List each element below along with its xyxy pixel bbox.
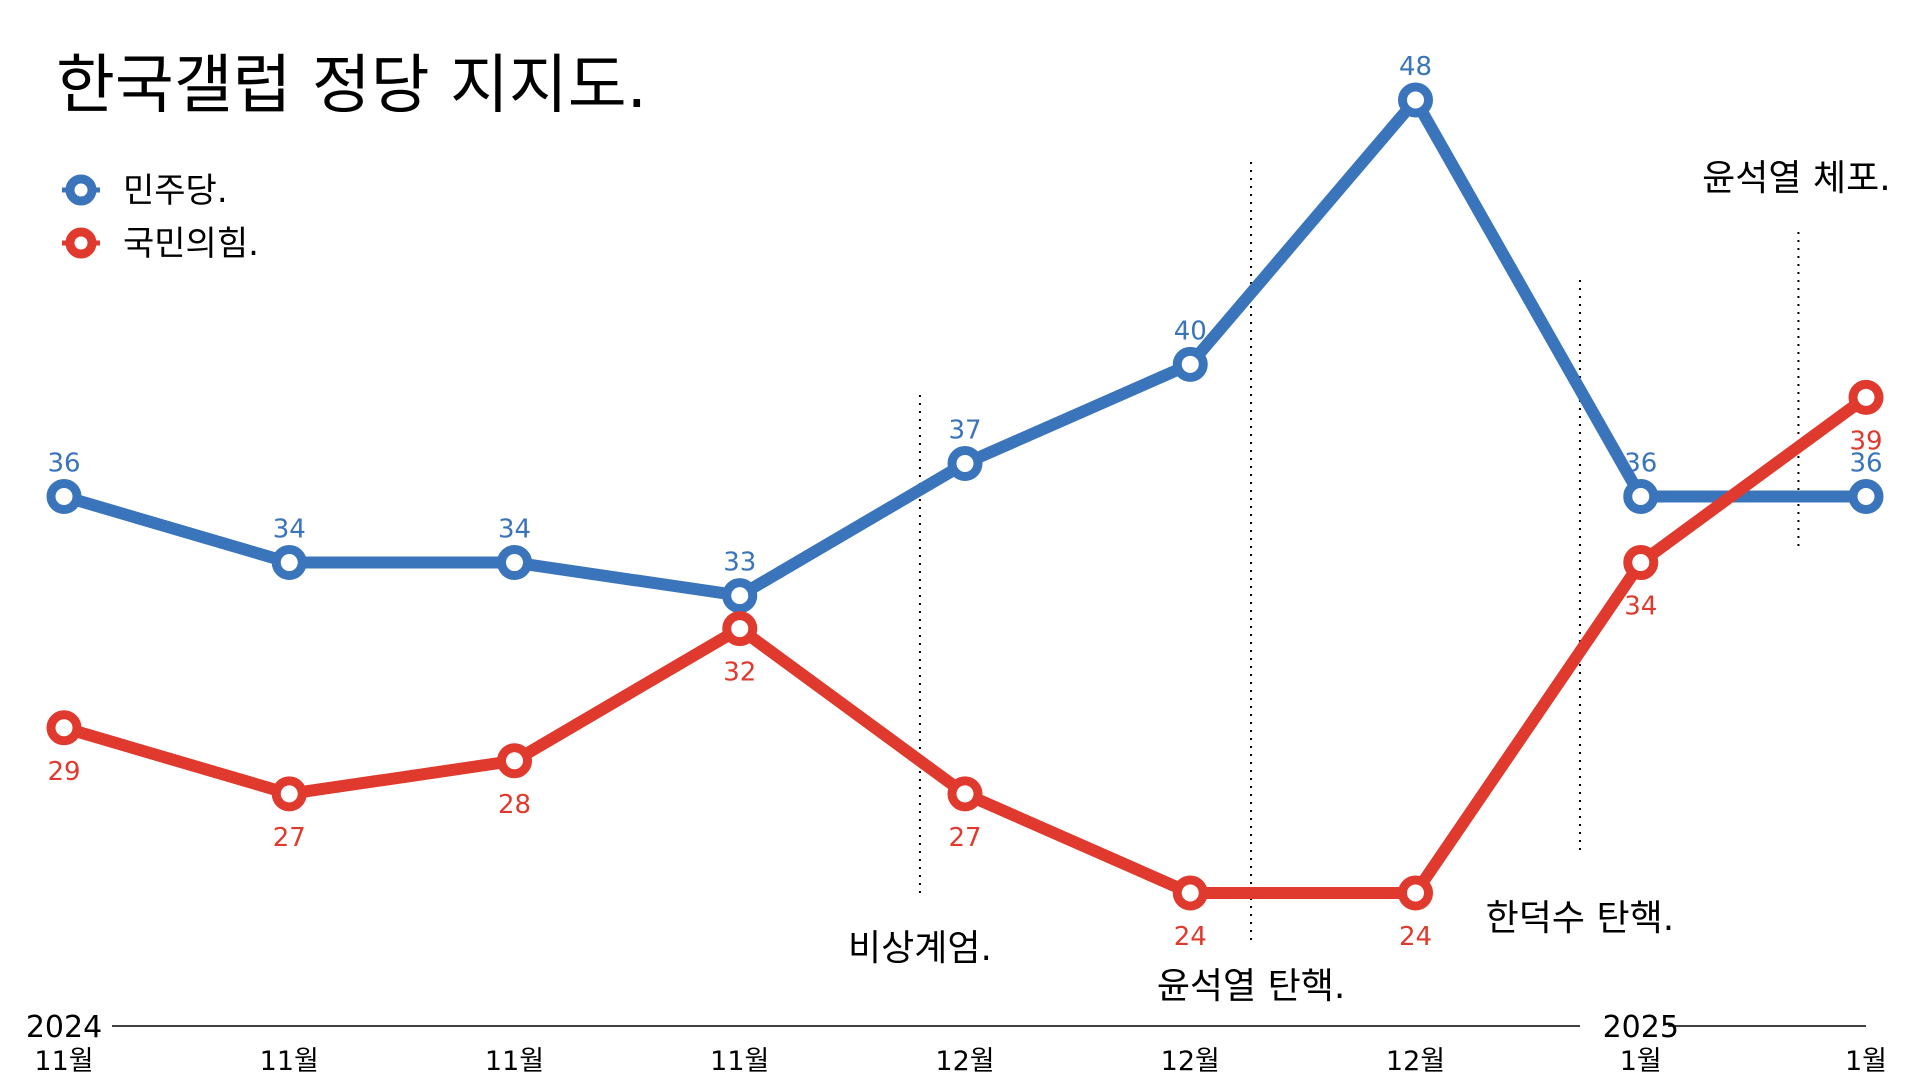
legend-marker-democratic (65, 174, 97, 206)
series-2-label-9: 39 (1849, 426, 1882, 456)
series-1-label-8: 36 (1624, 448, 1657, 478)
x-tick-label-1: 11월 (34, 1046, 93, 1077)
legend-label-ppp: 국민의힘. (123, 224, 259, 264)
series-group: 36 34 34 33 37 40 48 36 36 29 27 28 32 27 24 24 34 39 (46, 52, 1884, 952)
event-markers: 비상계엄. 윤석열 탄핵. 한덕수 탄핵. 윤석열 체포. (848, 158, 1891, 1007)
series-2-point-7 (1398, 875, 1433, 911)
event-label-2: 윤석열 탄핵. (1157, 966, 1346, 1007)
series-2-label-4: 32 (723, 658, 756, 688)
series-1-label-7: 48 (1399, 52, 1432, 82)
series-2-label-2: 27 (273, 823, 306, 853)
x-axis: 2024 2025 11월 11월 11월 11월 12월 12월 12월 1월 1월 (26, 1010, 1887, 1077)
year-label-2024: 2024 (26, 1010, 102, 1045)
series-1-label-9: 36 (1849, 448, 1882, 478)
series-2-label-1: 29 (47, 757, 80, 787)
series-2-point-6 (1172, 875, 1208, 911)
series-1-label-2: 34 (273, 515, 306, 545)
series-2-point-4 (722, 611, 758, 647)
series-1-point-2 (271, 545, 307, 581)
series-2-point-8 (1623, 545, 1659, 581)
series-1-point-6 (1172, 346, 1208, 382)
x-tick-label-5: 12월 (935, 1046, 994, 1077)
series-2-label-7: 24 (1399, 922, 1432, 952)
series-2-point-1 (46, 710, 82, 746)
legend: 민주당. 국민의힘. (62, 171, 259, 264)
event-label-3: 한덕수 탄핵. (1486, 898, 1675, 939)
x-tick-label-8: 1월 (1620, 1046, 1662, 1077)
series-2-point-2 (271, 776, 307, 812)
series-line-1 (58, 94, 1872, 602)
legend-item-ppp: 국민의힘. (62, 224, 259, 264)
series-1-point-1 (46, 478, 82, 514)
x-tick-label-7: 12월 (1386, 1046, 1445, 1077)
x-tick-label-3: 11월 (485, 1046, 544, 1077)
series-1-point-3 (497, 545, 532, 581)
series-2-label-5: 27 (948, 823, 981, 853)
series-1-point-4 (722, 578, 758, 614)
legend-item-democratic: 민주당. (62, 171, 228, 211)
x-tick-label-4: 11월 (710, 1046, 769, 1077)
series-1-label-1: 36 (47, 448, 80, 478)
series-2-point-3 (497, 743, 532, 779)
year-label-2025: 2025 (1603, 1010, 1679, 1045)
legend-label-democratic: 민주당. (123, 171, 228, 211)
x-tick-label-9: 1월 (1845, 1046, 1887, 1077)
series-1-label-6: 40 (1174, 316, 1207, 346)
series-1-point-7 (1398, 82, 1433, 118)
chart-title: 한국갤럽 정당 지지도. (56, 49, 647, 123)
series-2-label-8: 34 (1624, 592, 1657, 622)
event-label-1: 비상계엄. (848, 928, 992, 969)
series-1-point-9 (1848, 478, 1884, 514)
series-2-point-5 (947, 776, 983, 812)
series-2-point-9 (1848, 379, 1884, 415)
x-tick-label-2: 11월 (260, 1046, 319, 1077)
event-label-4: 윤석열 체포. (1702, 158, 1891, 199)
series-1-point-5 (947, 445, 983, 481)
series-2-label-3: 28 (498, 790, 531, 820)
series-1-label-5: 37 (948, 415, 981, 445)
series-1-label-4: 33 (723, 548, 756, 578)
series-1-point-8 (1623, 478, 1659, 514)
series-2-label-6: 24 (1174, 922, 1207, 952)
x-tick-label-6: 12월 (1161, 1046, 1220, 1077)
series-1-label-3: 34 (498, 515, 531, 545)
legend-marker-ppp (65, 227, 97, 259)
